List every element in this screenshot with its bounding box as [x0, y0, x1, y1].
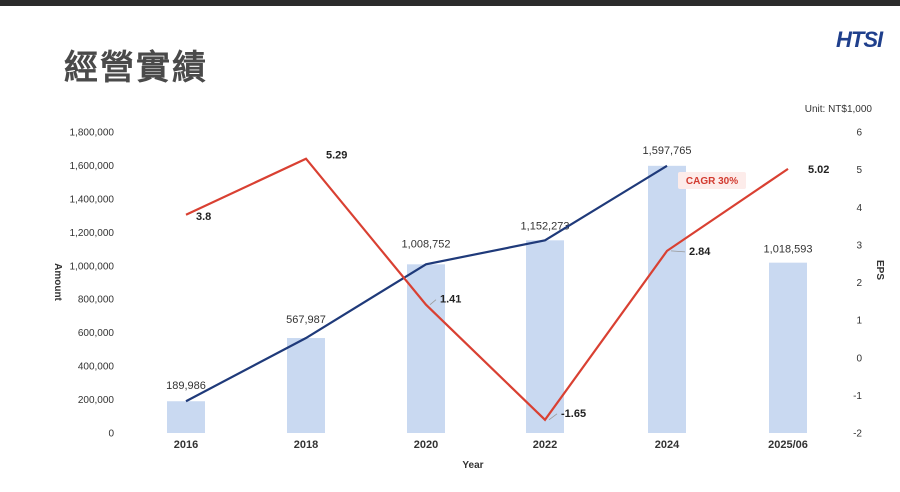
bar-labels: 189,986 567,987 1,008,752 1,152,273 1,597,76… [166, 145, 812, 392]
y2-tick-label: 4 [856, 203, 862, 214]
eps-data-label: -1.65 [561, 408, 586, 420]
x-tick-label: 2018 [294, 439, 318, 451]
cagr-text: CAGR 30% [686, 176, 738, 187]
y-tick-label: 0 [108, 429, 114, 440]
y2-tick-label: -1 [853, 391, 862, 402]
cagr-annotation: CAGR 30% [678, 172, 746, 189]
bar-data-label: 1,008,752 [402, 238, 451, 250]
y-tick-label: 200,000 [78, 395, 115, 406]
x-axis-ticks: 2016 2018 2020 2022 2024 2025/06 [174, 439, 808, 451]
company-logo: HTSI [836, 27, 883, 52]
x-tick-label: 2016 [174, 439, 198, 451]
eps-line-series [185, 157, 789, 422]
bar-data-label: 1,018,593 [764, 244, 813, 256]
bar [526, 240, 564, 433]
bar [407, 264, 445, 433]
eps-label-leader [670, 250, 686, 253]
x-tick-label: 2025/06 [768, 439, 808, 451]
eps-line [185, 157, 789, 422]
bar-data-label: 1,597,765 [643, 145, 692, 157]
y-axis-title: Amount [52, 263, 63, 301]
bar-series [167, 165, 807, 434]
bar-data-label: 1,152,273 [521, 220, 570, 232]
y-tick-label: 1,800,000 [70, 128, 115, 139]
bar-data-label: 189,986 [166, 380, 206, 392]
eps-label-leader [429, 299, 437, 306]
amount-line [185, 164, 668, 403]
y-tick-label: 1,600,000 [70, 161, 115, 172]
y2-axis-title: EPS [874, 260, 885, 280]
x-tick-label: 2024 [655, 439, 680, 451]
unit-label: Unit: NT$1,000 [804, 104, 872, 115]
page-title: 經營實績 [64, 48, 208, 88]
y2-tick-label: 6 [856, 128, 862, 139]
x-tick-label: 2020 [414, 439, 438, 451]
bar-data-label: 567,987 [286, 314, 326, 326]
eps-data-label: 5.29 [326, 150, 347, 162]
y-axis-left-ticks: 0 200,000 400,000 600,000 800,000 1,000,000 1,… [70, 128, 115, 440]
eps-data-label: 5.02 [808, 164, 829, 176]
y2-tick-label: 5 [856, 165, 862, 176]
y-tick-label: 600,000 [78, 328, 115, 339]
y2-tick-label: 2 [856, 278, 862, 289]
eps-data-label: 2.84 [689, 246, 711, 258]
y-tick-label: 800,000 [78, 295, 115, 306]
cagr-badge [678, 172, 746, 189]
bar [769, 262, 807, 433]
y2-tick-label: 0 [856, 353, 862, 364]
bar [287, 338, 325, 433]
y2-tick-label: 1 [856, 316, 862, 327]
bar [167, 401, 205, 433]
y2-tick-label: 3 [856, 240, 862, 251]
y-axis-right-ticks: -2 -1 0 1 2 3 4 5 6 [853, 128, 862, 440]
eps-label-leader [548, 413, 558, 421]
y-tick-label: 1,400,000 [70, 194, 115, 205]
x-axis-title: Year [462, 460, 483, 471]
eps-labels: 3.8 5.29 1.41 -1.65 2.84 5.02 [196, 150, 829, 421]
amount-line-series [185, 164, 668, 403]
eps-data-label: 3.8 [196, 211, 211, 223]
eps-data-label: 1.41 [440, 294, 461, 306]
x-tick-label: 2022 [533, 439, 557, 451]
y-tick-label: 400,000 [78, 362, 115, 373]
y2-tick-label: -2 [853, 429, 862, 440]
bar [648, 165, 686, 434]
y-tick-label: 1,000,000 [70, 261, 115, 272]
top-bar [0, 0, 900, 6]
y-tick-label: 1,200,000 [70, 228, 115, 239]
